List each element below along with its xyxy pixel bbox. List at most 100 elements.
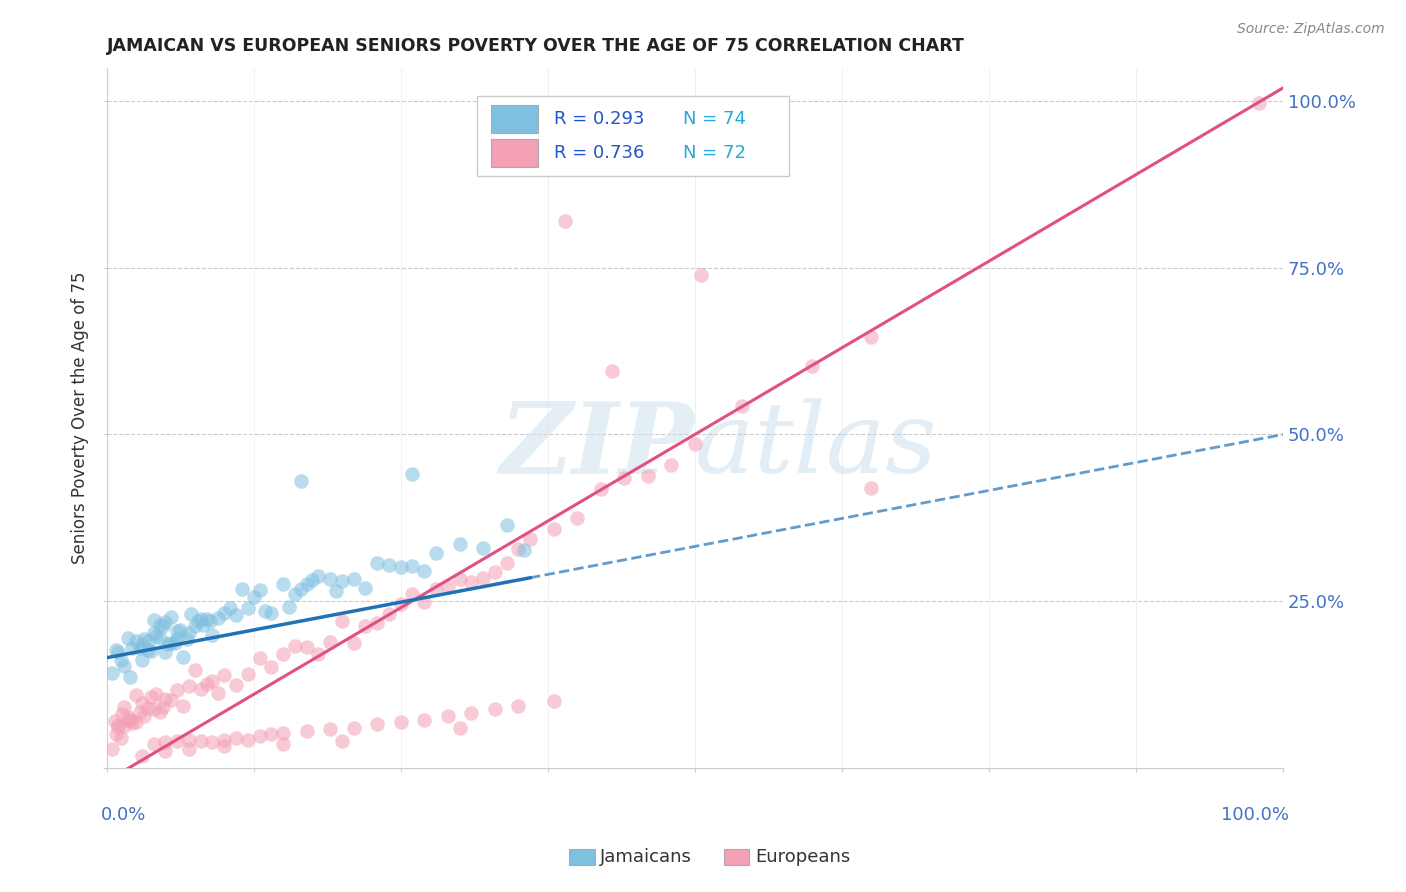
Point xyxy=(436,708,458,723)
Point xyxy=(121,640,143,655)
Point xyxy=(155,645,177,659)
Point xyxy=(242,590,264,604)
Point xyxy=(212,606,235,620)
Point xyxy=(166,734,188,748)
Point xyxy=(141,644,163,658)
Point xyxy=(495,518,517,533)
Point xyxy=(366,556,388,570)
Point xyxy=(401,559,423,574)
Text: 100.0%: 100.0% xyxy=(1220,806,1289,824)
Point xyxy=(260,660,283,674)
Point xyxy=(148,618,170,632)
Point xyxy=(131,697,153,711)
Point xyxy=(330,734,353,748)
Point xyxy=(110,731,132,746)
Point xyxy=(378,558,401,572)
Point xyxy=(131,638,153,652)
Point xyxy=(319,635,342,649)
Point xyxy=(131,748,153,763)
Point xyxy=(508,699,530,714)
Point xyxy=(484,565,506,579)
Point xyxy=(271,738,294,752)
Text: ZIP: ZIP xyxy=(499,398,695,494)
Point xyxy=(401,587,423,601)
Point xyxy=(101,666,124,681)
Point xyxy=(187,614,209,628)
Point xyxy=(449,721,471,735)
Point xyxy=(413,713,436,727)
Point xyxy=(112,719,135,733)
Point xyxy=(513,542,536,557)
Point xyxy=(249,582,271,597)
Point xyxy=(107,718,129,732)
Point xyxy=(176,632,198,646)
Point xyxy=(330,615,353,629)
Point xyxy=(190,734,212,748)
Point xyxy=(260,606,283,620)
Point xyxy=(295,577,318,591)
Point xyxy=(495,556,517,570)
Point xyxy=(519,533,541,547)
Point xyxy=(160,610,183,624)
Point xyxy=(613,471,636,485)
Point xyxy=(190,682,212,697)
Point xyxy=(120,713,142,727)
Point xyxy=(152,699,174,714)
Point xyxy=(236,600,259,615)
Point xyxy=(319,722,342,736)
Point xyxy=(172,649,194,664)
Point xyxy=(860,481,883,495)
Point xyxy=(254,604,277,618)
Point xyxy=(110,653,132,667)
Point xyxy=(249,651,271,665)
Point xyxy=(271,577,294,591)
Point xyxy=(589,482,612,496)
Point xyxy=(177,742,200,756)
Point xyxy=(136,701,159,715)
Point xyxy=(145,687,167,701)
Point xyxy=(117,710,139,724)
Point xyxy=(554,214,576,228)
Text: R = 0.736: R = 0.736 xyxy=(554,144,644,161)
Point xyxy=(136,642,159,657)
Point xyxy=(354,582,377,596)
Point xyxy=(236,667,259,681)
Point xyxy=(120,670,142,684)
Point xyxy=(180,607,202,621)
Point xyxy=(543,694,565,708)
Point xyxy=(731,399,754,413)
Point xyxy=(249,729,271,743)
Point xyxy=(201,735,224,749)
Point xyxy=(177,732,200,747)
Point xyxy=(343,721,366,735)
Point xyxy=(389,597,412,611)
Point xyxy=(219,601,242,615)
Text: 0.0%: 0.0% xyxy=(101,806,146,824)
Point xyxy=(155,735,177,749)
Point xyxy=(508,541,530,556)
Point xyxy=(413,564,436,578)
Point xyxy=(307,569,329,583)
Point xyxy=(236,732,259,747)
Text: Source: ZipAtlas.com: Source: ZipAtlas.com xyxy=(1237,22,1385,37)
Point xyxy=(163,635,186,649)
Point xyxy=(190,612,212,626)
Point xyxy=(155,744,177,758)
Point xyxy=(325,583,347,598)
Point xyxy=(637,468,659,483)
Point xyxy=(290,582,312,597)
Point xyxy=(330,574,353,589)
Point xyxy=(201,674,224,689)
Point xyxy=(343,635,366,649)
Point xyxy=(152,619,174,633)
Point xyxy=(801,359,824,373)
Point xyxy=(112,699,135,714)
Point xyxy=(166,624,188,639)
Point xyxy=(121,715,143,730)
Point xyxy=(105,727,128,741)
Point xyxy=(449,537,471,551)
Point xyxy=(212,668,235,682)
Point xyxy=(207,686,229,700)
Point xyxy=(354,619,377,633)
Point xyxy=(366,616,388,631)
